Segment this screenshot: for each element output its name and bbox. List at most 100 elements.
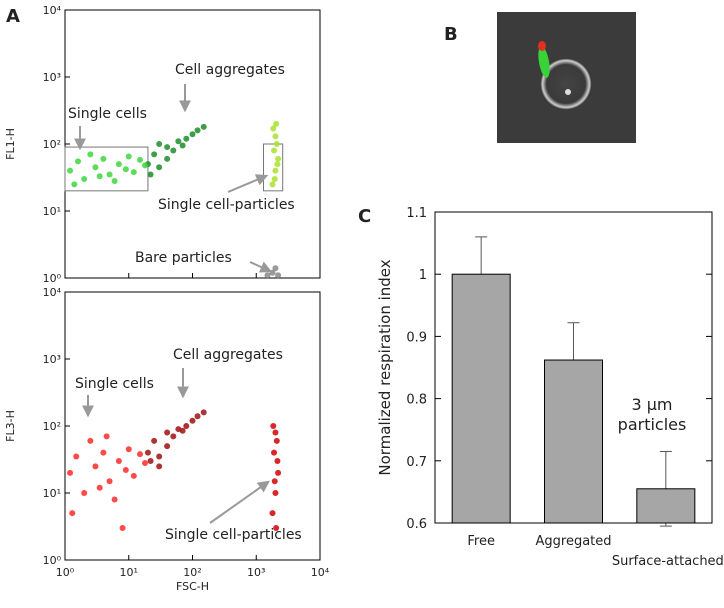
y-tick-label: 10³ [43,71,61,84]
gate [263,143,284,192]
frame [64,9,321,279]
panel-label: C [358,206,371,227]
bar [544,359,603,524]
x-tick-label: 10³ [247,566,265,579]
point [271,478,278,485]
point [272,167,279,174]
frame [64,291,321,561]
point [100,449,107,456]
point [147,458,154,465]
y-tick-label: 0.7 [406,455,427,470]
point [156,164,163,171]
point [115,458,122,465]
point [183,423,190,429]
point [122,467,129,474]
point [71,181,78,188]
point [194,127,201,134]
point [275,469,282,476]
point [164,155,171,162]
point [275,272,282,279]
point [269,510,276,517]
annotation: Bare particles [135,250,232,266]
point [130,169,137,176]
point [273,437,280,444]
point [119,525,126,532]
point [130,472,137,479]
point [81,490,88,496]
x-tick-label: 10¹ [120,566,138,579]
point [179,142,186,149]
annotation: Single cell-particles [165,527,302,543]
x-tick-label: Free [467,534,495,549]
point [269,181,276,188]
y-tick-label: 10⁰ [43,272,62,285]
point [67,469,74,476]
point [270,423,277,429]
point [125,446,132,453]
point [175,138,182,145]
y-tick-label: 10¹ [43,205,61,218]
point [170,147,177,154]
point [122,166,129,173]
annotation: particles [618,415,687,434]
point [96,173,103,180]
point [87,437,94,444]
point [273,120,280,127]
point [274,458,281,465]
point [87,151,94,158]
point [73,453,80,460]
x-axis-label: FSC-H [176,580,209,593]
point [136,156,143,163]
y-axis-label: FL3-H [4,410,17,442]
point [273,141,280,147]
point [147,171,154,178]
point [270,125,277,132]
annotation: Cell aggregates [175,62,285,78]
point [164,429,171,436]
point [106,478,113,485]
point [151,437,158,444]
y-axis-label: FL1-H [4,128,17,160]
point [271,147,278,154]
point [81,176,88,183]
point [194,413,201,420]
bar [451,273,511,524]
point [200,123,207,130]
annotation: Single cells [75,376,154,392]
point [271,449,278,456]
panel-label: A [6,6,20,27]
point [106,171,113,178]
point [111,496,118,503]
gate [64,146,149,192]
point [96,484,103,491]
x-tick-label: Surface-attached [612,554,724,569]
y-tick-label: 10² [43,420,61,433]
y-axis-label: Normalized respiration index [376,259,394,475]
bar [636,488,696,524]
y-tick-label: 0.6 [406,517,427,532]
point [156,463,163,470]
y-tick-label: 0.8 [406,393,427,408]
x-tick-label: 10² [183,566,201,579]
y-tick-label: 10² [43,138,61,151]
point [142,162,149,169]
point [69,510,76,517]
point [272,490,279,496]
point [115,161,122,168]
micrograph [497,12,636,143]
point [156,453,163,460]
point [272,133,279,140]
point [272,265,279,272]
point [273,525,280,532]
point [271,176,278,183]
point [125,153,132,160]
point [136,451,143,458]
point [189,417,196,424]
annotation: Single cell-particles [158,197,295,213]
x-tick-label: 10⁴ [311,566,330,579]
panel-label: B [444,24,458,45]
annotation: 3 μm [631,395,672,414]
point [183,135,190,142]
point [100,155,107,162]
